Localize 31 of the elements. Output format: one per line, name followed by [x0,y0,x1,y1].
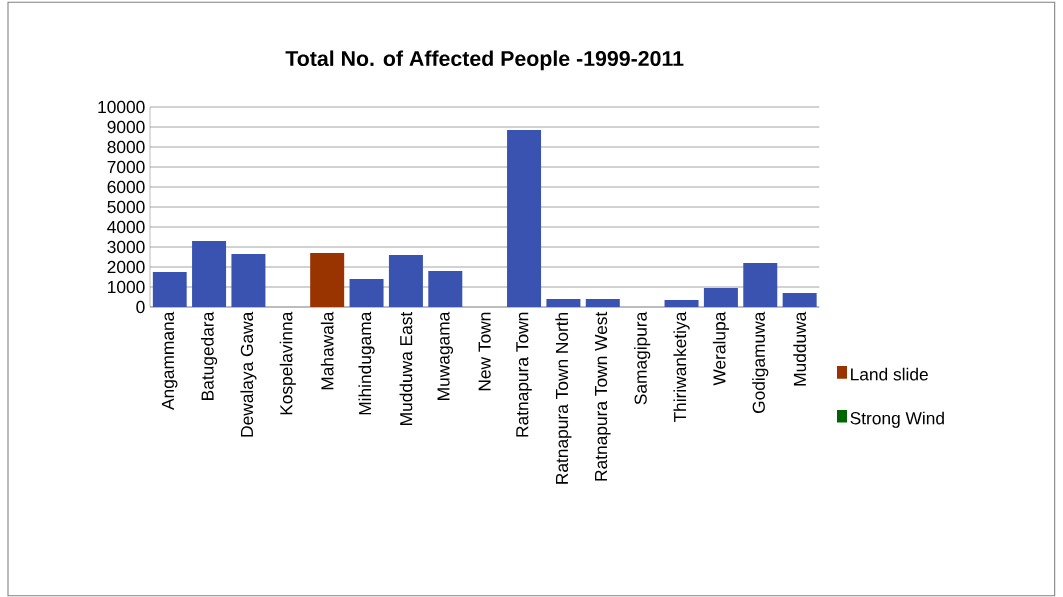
y-tick-label: 10000 [98,100,145,114]
y-tick-label: 3000 [107,240,145,254]
y-tick-label: 1000 [108,280,145,294]
x-tick-label: Ratnapura Town [516,312,532,437]
x-tick-label: Angammana [161,311,178,410]
x-tick-label: Ratnapura Town West [595,311,611,481]
legend-label: Strong Wind [850,411,944,428]
y-tick-label: 0 [136,300,145,314]
x-tick-label: Godigamuwa [752,311,769,413]
x-tick-label: Mudduwa East [399,311,413,425]
x-tick-label: Kospelavinna [279,311,296,415]
x-tick-label: Ratnapura Town North [555,312,572,484]
y-tick-label: 5000 [107,200,145,214]
y-tick-label: 2000 [107,260,145,274]
x-tick-label: Mihindugama [358,311,375,415]
x-tick-label: Samagipura [634,311,651,405]
x-tick-label: Weralupa [712,311,729,386]
y-tick-label: 6000 [107,180,145,194]
x-tick-label: Batugedara [200,311,218,400]
y-tick-label: 7000 [107,160,145,174]
x-tick-label: Muwagama [437,311,454,400]
legend-label: Land slide [851,367,928,381]
x-tick-label: Mahawala [320,311,334,390]
x-tick-label: New Town [478,312,491,391]
y-tick-label: 9000 [107,120,145,134]
x-tick-label: Mudduwa [793,311,807,386]
y-tick-label: 4000 [107,220,145,234]
x-tick-label: Dewalaya Gawa [240,311,257,437]
y-tick-label: 8000 [107,140,145,154]
x-tick-label: Thiriwanketiya [673,311,690,423]
chart-title: Total No. of Affected People -1999-2011 [285,50,684,71]
